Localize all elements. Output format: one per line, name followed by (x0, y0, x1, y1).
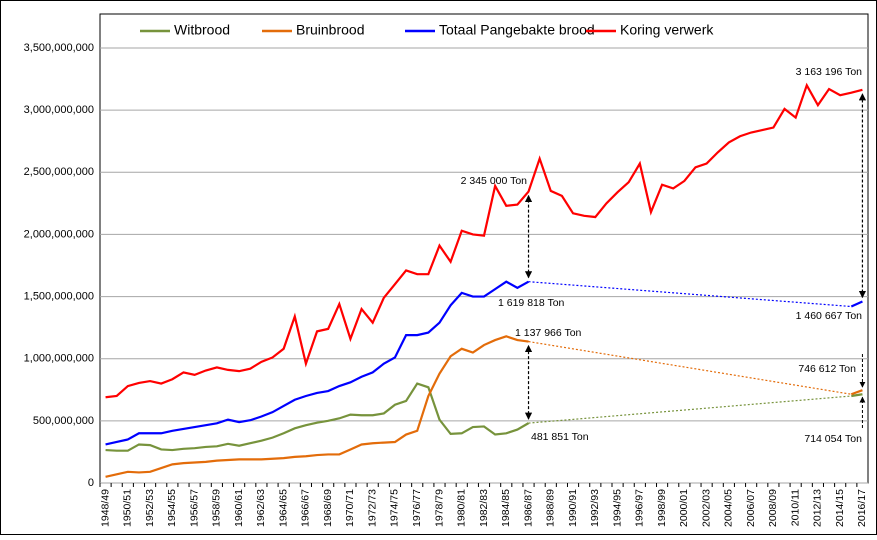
x-tick-label: 2000/01 (678, 489, 690, 527)
x-tick-label: 1954/55 (166, 489, 178, 527)
x-tick-label: 1990/91 (567, 489, 579, 527)
gap-connector (528, 395, 852, 424)
x-tick-label: 2004/05 (723, 489, 735, 527)
annotation: 3 163 196 Ton (796, 66, 863, 78)
legend-label: Koring verwerk (620, 22, 714, 38)
x-tick-label: 1980/81 (456, 489, 468, 527)
x-tick-label: 1988/89 (545, 489, 557, 527)
x-tick-label: 1986/87 (522, 489, 534, 527)
line (851, 393, 863, 398)
y-tick-label: 1,500,000,000 (24, 290, 94, 302)
legend-label: Witbrood (174, 22, 230, 38)
x-tick-label: 2014/15 (834, 489, 846, 527)
annotation: 1 137 966 Ton (515, 327, 582, 339)
line (850, 389, 863, 396)
x-tick-label: 2012/13 (812, 489, 824, 527)
y-tick-label: 500,000,000 (33, 415, 94, 427)
line (105, 335, 529, 478)
x-tick-label: 1994/95 (611, 489, 623, 527)
legend-label: Bruinbrood (296, 22, 365, 38)
annotation: 714 054 Ton (804, 433, 862, 445)
x-tick-label: 1960/61 (233, 489, 245, 527)
legend-label: Totaal Pangebakte brood (439, 22, 595, 38)
x-tick-label: 1976/77 (411, 489, 423, 527)
x-tick-label: 1984/85 (500, 489, 512, 527)
annotation: 481 851 Ton (531, 431, 589, 443)
x-tick-label: 1982/83 (478, 489, 490, 527)
x-tick-label: 1968/69 (322, 489, 334, 527)
x-tick-label: 1970/71 (344, 489, 356, 527)
x-tick-label: 2008/09 (767, 489, 779, 527)
x-tick-label: 2006/07 (745, 489, 757, 527)
x-tick-label: 2002/03 (700, 489, 712, 527)
x-tick-label: 1972/73 (366, 489, 378, 527)
line (105, 382, 530, 452)
gap-connector (528, 281, 852, 308)
x-tick-label: 1956/57 (188, 489, 200, 527)
line (850, 300, 863, 308)
x-tick-label: 1966/67 (300, 489, 312, 527)
y-tick-label: 2,000,000,000 (24, 228, 94, 240)
x-tick-label: 1958/59 (211, 489, 223, 527)
annotation: 1 460 667 Ton (796, 310, 863, 322)
annotation: 1 619 818 Ton (498, 297, 565, 309)
x-tick-label: 1962/63 (255, 489, 267, 527)
x-tick-label: 1964/65 (277, 489, 289, 527)
x-tick-label: 1996/97 (634, 489, 646, 527)
line (105, 280, 530, 446)
x-tick-label: 1974/75 (389, 489, 401, 527)
x-tick-label: 1950/51 (122, 489, 134, 527)
x-tick-label: 1948/49 (99, 489, 111, 527)
x-tick-label: 1992/93 (589, 489, 601, 527)
x-tick-label: 1978/79 (433, 489, 445, 527)
x-tick-label: 1952/53 (144, 489, 156, 527)
y-tick-label: 2,500,000,000 (24, 166, 94, 178)
x-tick-label: 1998/99 (656, 489, 668, 527)
y-tick-label: 3,000,000,000 (24, 104, 94, 116)
annotation: 746 612 Ton (798, 363, 856, 375)
x-tick-label: 2016/17 (856, 489, 868, 527)
line (105, 82, 863, 399)
y-tick-label: 0 (88, 477, 94, 489)
annotation: 2 345 000 Ton (461, 175, 528, 187)
gap-connector (528, 340, 852, 395)
y-tick-label: 1,000,000,000 (24, 353, 94, 365)
y-tick-label: 3,500,000,000 (24, 42, 94, 54)
x-tick-label: 2010/11 (789, 489, 801, 526)
